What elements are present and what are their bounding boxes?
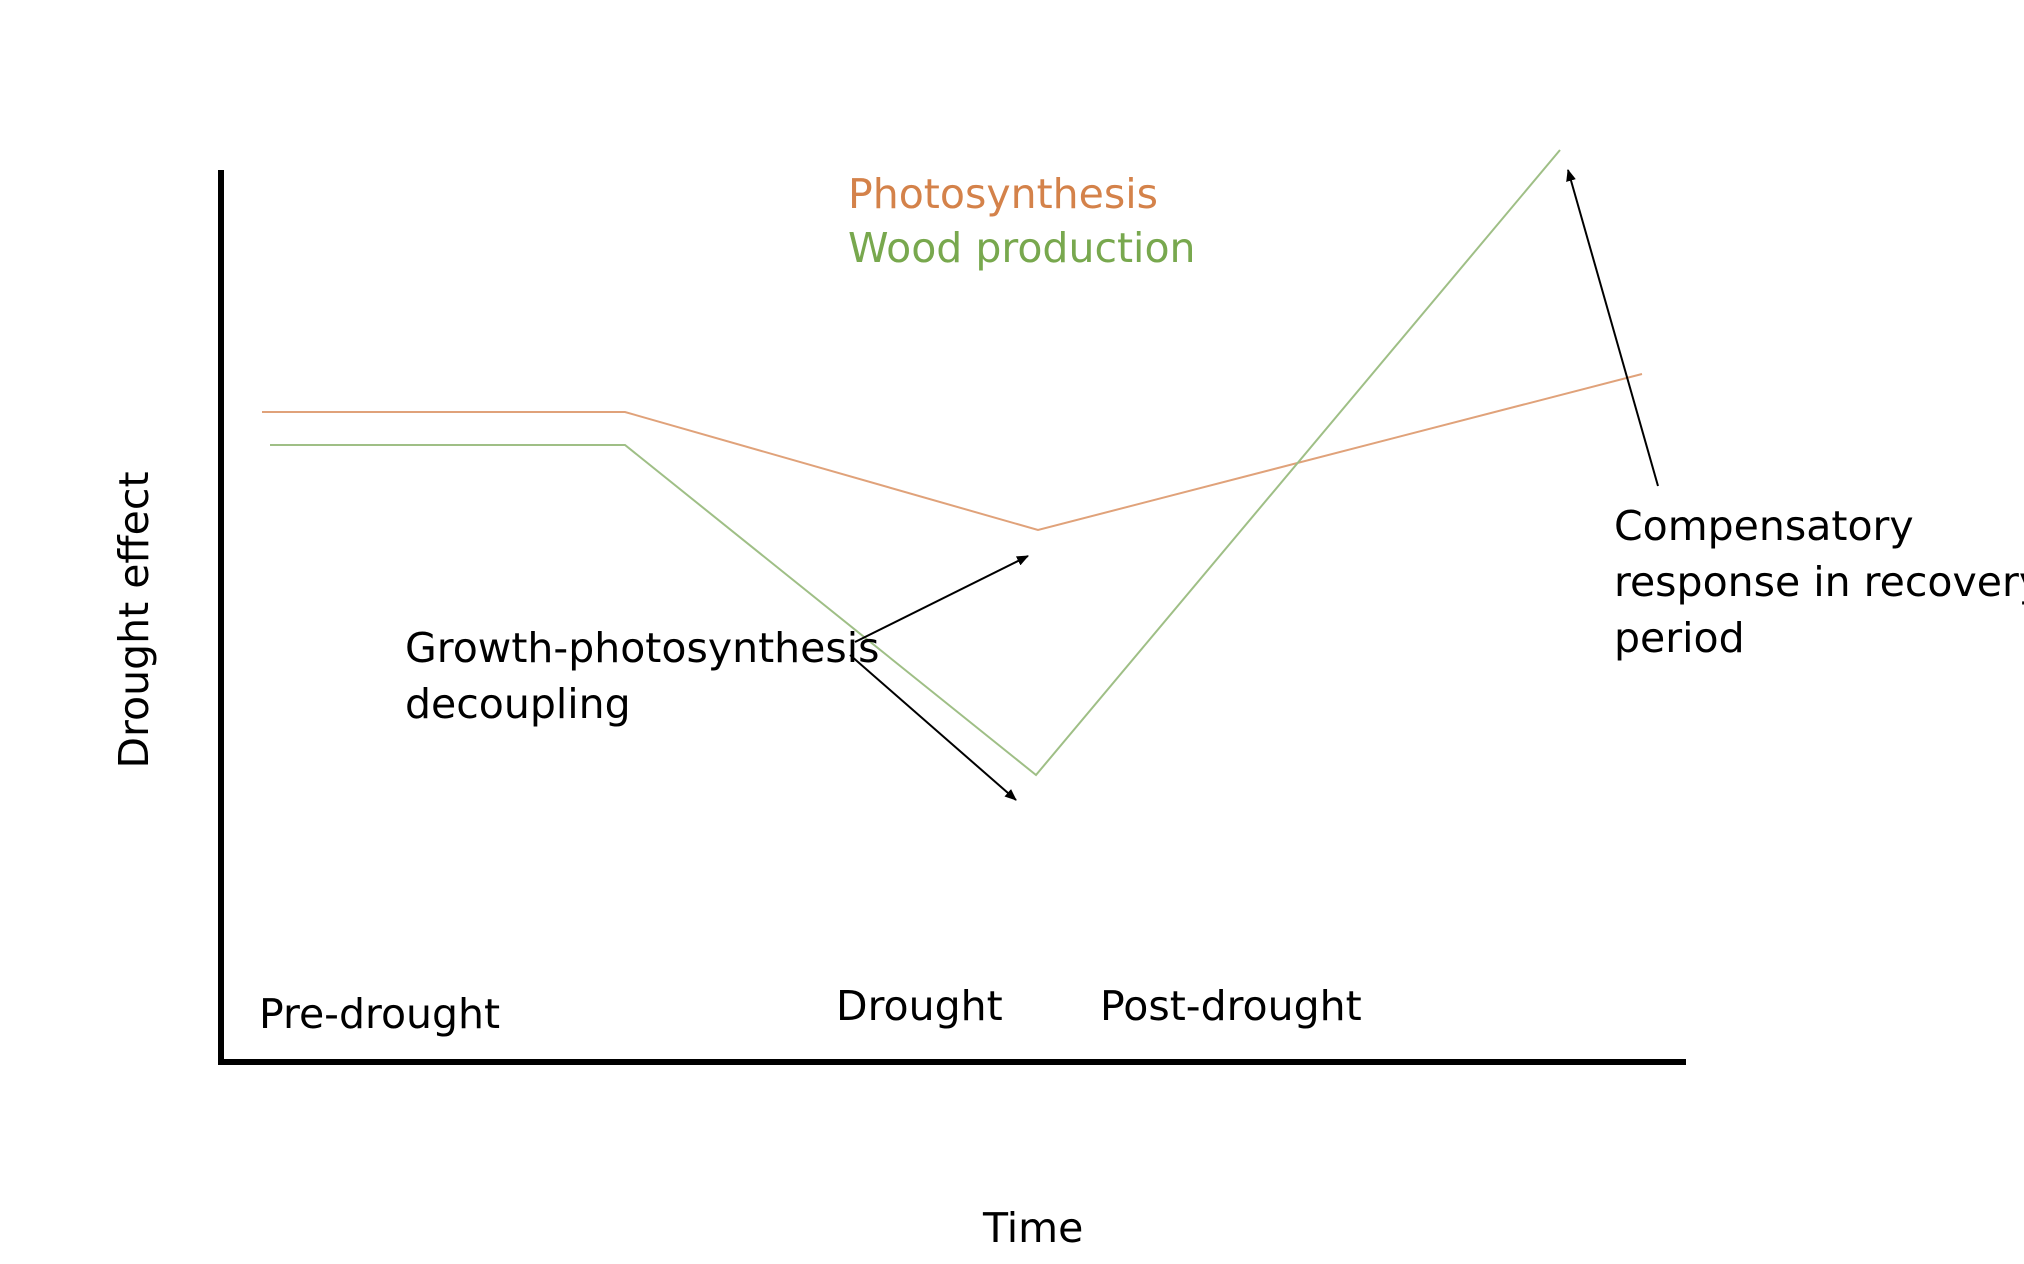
annotation-decoupling-line2: decoupling xyxy=(405,680,631,728)
compensatory-arrow xyxy=(1566,169,1659,487)
decoupling-arrow-up xyxy=(854,555,1029,643)
phase-label-post-drought: Post-drought xyxy=(1100,982,1362,1030)
y-axis-label: Drought effect xyxy=(110,471,158,769)
annotation-compensatory-line1: Compensatory xyxy=(1614,502,1914,550)
phase-label-drought: Drought xyxy=(836,982,1003,1030)
x-axis-label: Time xyxy=(983,1204,1084,1252)
decoupling-arrow-down xyxy=(849,654,1017,801)
annotation-compensatory-line2: response in recovery xyxy=(1614,558,2024,606)
legend-photosynthesis: Photosynthesis xyxy=(848,170,1158,218)
phase-label-pre-drought: Pre-drought xyxy=(259,990,501,1038)
annotation-decoupling-line1: Growth-photosynthesis xyxy=(405,624,880,672)
annotation-decoupling: Growth-photosynthesis decoupling xyxy=(405,620,879,732)
wood-production-line xyxy=(270,149,1561,777)
annotation-compensatory-line3: period xyxy=(1614,614,1745,662)
photosynthesis-line xyxy=(262,373,1643,532)
legend-wood-production: Wood production xyxy=(848,224,1196,272)
annotation-compensatory: Compensatory response in recovery period xyxy=(1614,498,2024,666)
